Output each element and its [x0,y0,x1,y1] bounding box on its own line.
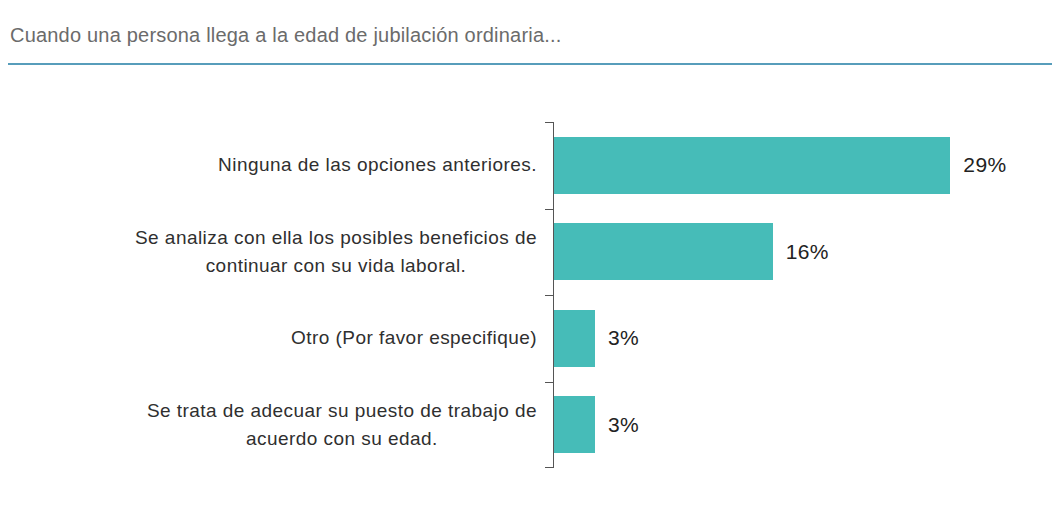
axis-tick [545,295,554,296]
bar-row: 16% [554,209,964,296]
chart-page: Cuando una persona llega a la edad de ju… [0,0,1054,513]
category-label: Otro (Por favor especifique) [0,295,537,382]
category-label: Ninguna de las opciones anteriores. [0,122,537,209]
bar [554,310,595,367]
axis-tick [545,209,554,210]
title-separator [8,63,1052,65]
bar-row: 3% [554,295,964,382]
value-label: 3% [608,413,639,437]
axis-tick [545,122,554,123]
chart-title: Cuando una persona llega a la edad de ju… [10,24,561,47]
bar-row: 3% [554,382,964,469]
bar-row: 29% [554,122,964,209]
value-label: 3% [608,326,639,350]
bar [554,396,595,453]
bar [554,223,773,280]
value-label: 29% [963,153,1006,177]
category-label: Se trata de adecuar su puesto de trabajo… [0,382,537,469]
value-label: 16% [786,240,829,264]
axis-tick [545,467,554,468]
axis-tick [545,382,554,383]
category-label: Se analiza con ella los posibles benefic… [0,209,537,296]
bar [554,137,950,194]
